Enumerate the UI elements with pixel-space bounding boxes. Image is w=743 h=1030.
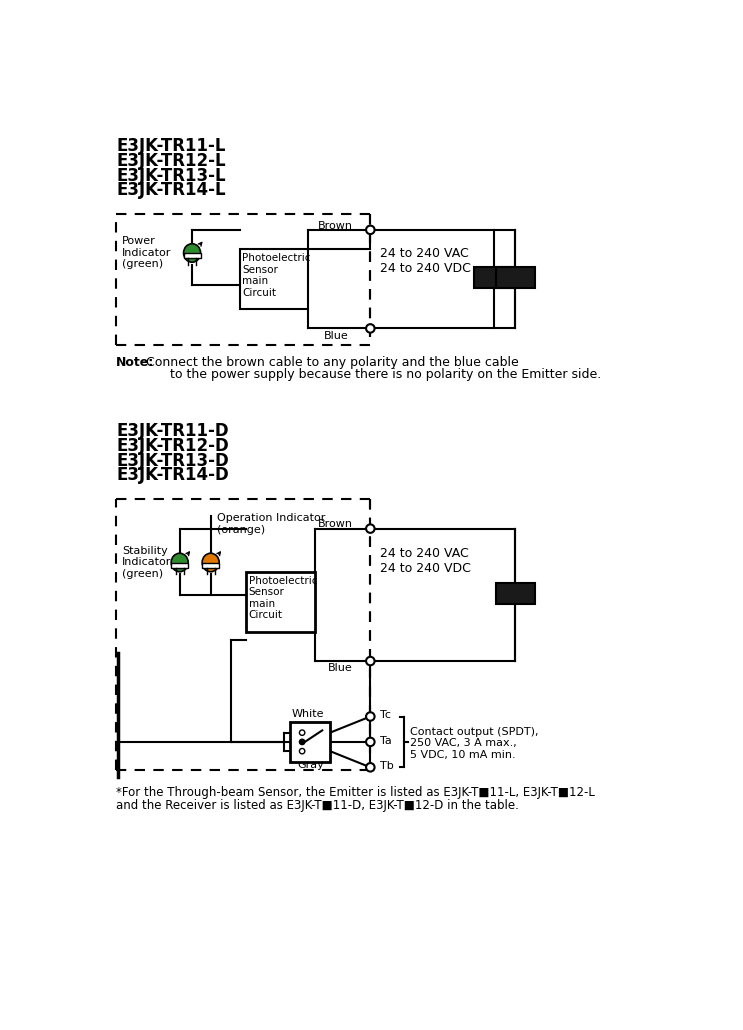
Text: 24 to 240 VAC
24 to 240 VDC: 24 to 240 VAC 24 to 240 VDC [380, 247, 470, 275]
Text: E3JK-TR11-D: E3JK-TR11-D [116, 422, 229, 441]
Circle shape [366, 324, 374, 333]
Text: E3JK-TR14-D: E3JK-TR14-D [116, 467, 229, 484]
Text: Blue: Blue [328, 663, 352, 674]
Text: and the Receiver is listed as E3JK-T■11-D, E3JK-T■12-D in the table.: and the Receiver is listed as E3JK-T■11-… [116, 799, 519, 812]
Text: Tb: Tb [380, 761, 393, 771]
Text: Tc: Tc [380, 711, 391, 720]
Bar [496, 583, 535, 604]
Text: Ta: Ta [380, 735, 392, 746]
Text: White: White [291, 709, 324, 719]
Text: *For the Through-beam Sensor, the Emitter is listed as E3JK-T■11-L, E3JK-T■12-L: *For the Through-beam Sensor, the Emitte… [116, 786, 595, 799]
Text: E3JK-TR14-L: E3JK-TR14-L [116, 181, 226, 200]
Circle shape [299, 740, 305, 745]
Text: Blue: Blue [324, 331, 348, 341]
Text: E3JK-TR12-L: E3JK-TR12-L [116, 152, 226, 170]
Ellipse shape [171, 553, 188, 572]
Text: to the power supply because there is no polarity on the Emitter side.: to the power supply because there is no … [146, 369, 601, 381]
Text: Brown: Brown [317, 220, 353, 231]
Text: Gray: Gray [297, 759, 324, 769]
Ellipse shape [202, 553, 219, 572]
Text: Operation Indicator
(orange): Operation Indicator (orange) [217, 513, 325, 535]
Text: E3JK-TR12-D: E3JK-TR12-D [116, 437, 229, 455]
Text: Power
Indicator
(green): Power Indicator (green) [123, 236, 172, 269]
Text: E3JK-TR13-L: E3JK-TR13-L [116, 167, 226, 184]
Text: Photoelectric
Sensor
main
Circuit: Photoelectric Sensor main Circuit [249, 576, 317, 620]
Text: Connect the brown cable to any polarity and the blue cable: Connect the brown cable to any polarity … [146, 356, 519, 369]
Text: Power
Source: Power Source [499, 271, 531, 290]
Text: E3JK-TR13-D: E3JK-TR13-D [116, 451, 229, 470]
Circle shape [366, 713, 374, 721]
Circle shape [299, 730, 305, 735]
Text: Brown: Brown [317, 519, 353, 529]
Text: Stability
Indicator
(green): Stability Indicator (green) [123, 546, 172, 579]
Bar [184, 253, 201, 259]
Bar [290, 722, 330, 762]
Bar [171, 562, 188, 568]
Circle shape [366, 657, 374, 665]
Text: 24 to 240 VAC
24 to 240 VDC: 24 to 240 VAC 24 to 240 VDC [380, 547, 470, 575]
Circle shape [366, 737, 374, 746]
Circle shape [366, 226, 374, 234]
Text: Power
Source: Power Source [477, 272, 510, 290]
Bar [474, 267, 513, 288]
Circle shape [299, 749, 305, 754]
Text: Note:: Note: [116, 356, 155, 369]
Text: Power
Source: Power Source [499, 586, 531, 606]
Text: Contact output (SPDT),
250 VAC, 3 A max.,
5 VDC, 10 mA min.: Contact output (SPDT), 250 VAC, 3 A max.… [410, 726, 539, 760]
Text: Black: Black [293, 734, 324, 745]
Bar [496, 267, 535, 288]
Text: E3JK-TR11-L: E3JK-TR11-L [116, 137, 226, 156]
Bar [240, 249, 308, 309]
Circle shape [366, 763, 374, 771]
Ellipse shape [184, 244, 201, 263]
Bar [202, 562, 219, 568]
Bar [247, 572, 314, 631]
Text: Photoelectric
Sensor
main
Circuit: Photoelectric Sensor main Circuit [242, 253, 311, 298]
Circle shape [366, 524, 374, 533]
